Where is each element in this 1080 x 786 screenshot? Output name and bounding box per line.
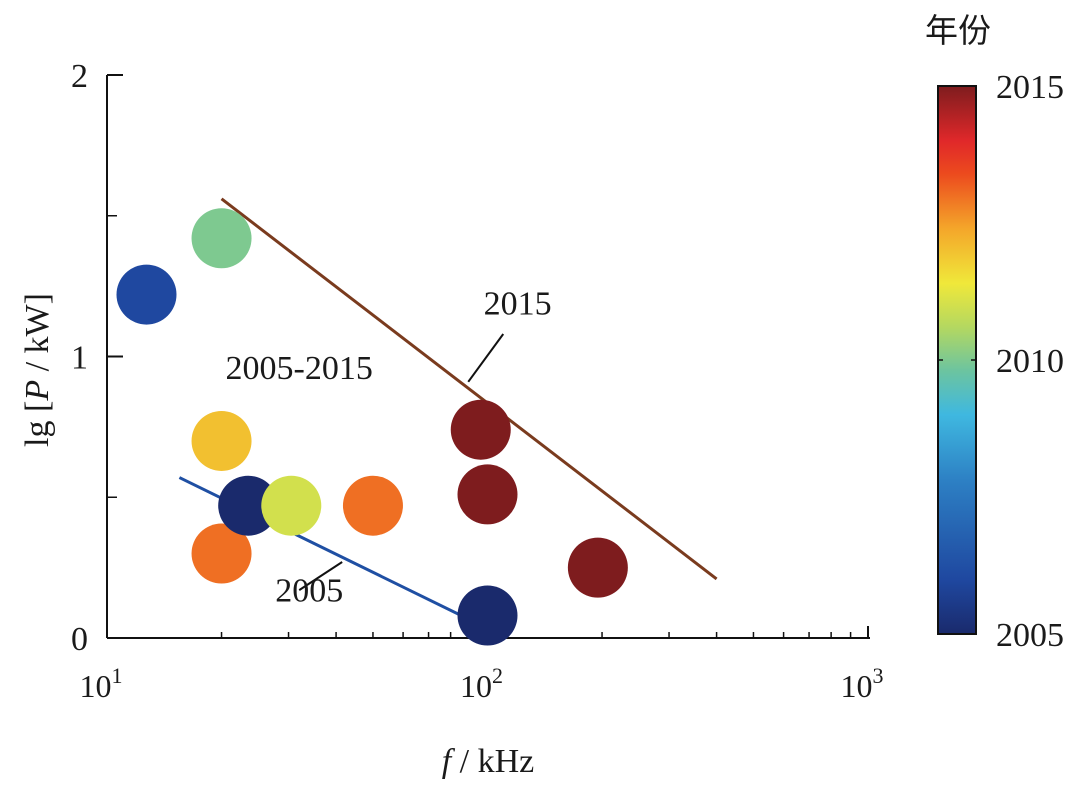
- data-point: [116, 264, 177, 325]
- y-ticks: 0 1 2: [71, 58, 123, 658]
- colorbar-tick-label: 2005: [996, 617, 1064, 654]
- colorbar-tick-label: 2010: [996, 343, 1064, 380]
- y-tick-label: 2: [71, 58, 88, 95]
- colorbar-tick-label: 2015: [996, 69, 1064, 106]
- data-point: [457, 585, 518, 646]
- data-point: [191, 208, 252, 269]
- data-point: [218, 475, 279, 536]
- data-points: [116, 208, 628, 646]
- x-tick-label: 102: [460, 663, 503, 704]
- data-point: [450, 399, 511, 460]
- data-point: [191, 523, 252, 584]
- annotations: 2015 2005-2015 2005: [226, 285, 552, 609]
- data-point: [342, 475, 403, 536]
- x-axis-label: f / kHz: [442, 743, 535, 780]
- annotation-label: 2015: [484, 285, 552, 322]
- colorbar-ticks: 2005 2010 2015: [938, 69, 1064, 654]
- y-tick-label: 0: [71, 621, 88, 658]
- annotation-leader: [298, 561, 343, 591]
- colorbar: 年份 2005 2010 2015: [925, 11, 1064, 654]
- data-point: [457, 464, 518, 525]
- annotation-label: 2005-2015: [226, 350, 373, 387]
- data-point: [191, 410, 252, 471]
- y-axis-label: lg [P / kW]: [19, 293, 56, 447]
- colorbar-title: 年份: [925, 11, 991, 50]
- fit-lines: [178, 197, 718, 629]
- colorbar-gradient: [937, 85, 977, 635]
- annotation-label: 2005: [275, 572, 343, 609]
- data-point: [261, 475, 322, 536]
- y-tick-label: 1: [71, 340, 88, 377]
- annotation-leader: [467, 333, 505, 383]
- x-tick-label: 101: [80, 663, 123, 704]
- data-point: [567, 537, 628, 598]
- x-tick-label: 103: [841, 663, 884, 704]
- fit-line-2015: [220, 197, 718, 581]
